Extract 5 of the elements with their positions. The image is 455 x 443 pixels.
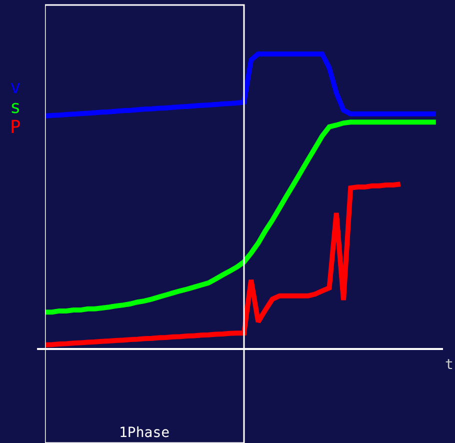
text: s <box>10 97 21 118</box>
text: P <box>10 117 21 138</box>
x-axis-title: t <box>445 357 454 373</box>
text: 1Phase <box>119 425 170 441</box>
series-label: v <box>10 77 21 98</box>
